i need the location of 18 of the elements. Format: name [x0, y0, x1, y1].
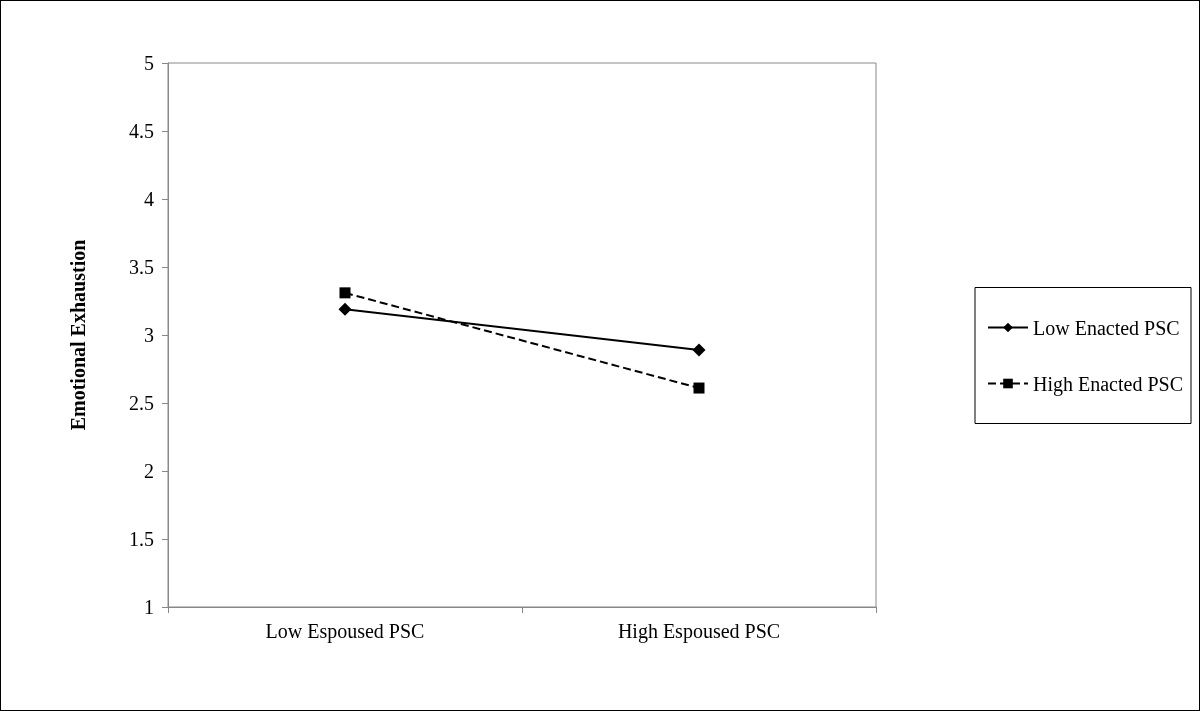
y-tick-label: 1 [144, 596, 154, 618]
y-tick-label: 2.5 [129, 392, 154, 414]
x-tick-label: Low Espoused PSC [265, 620, 425, 643]
point [693, 382, 705, 394]
legend-label: High Enacted PSC [1033, 372, 1184, 396]
y-tick-label: 2 [144, 460, 154, 482]
x-tick-label: High Espoused PSC [617, 620, 781, 643]
y-tick-label: 4.5 [129, 120, 154, 142]
legend-label: Low Enacted PSC [1033, 316, 1180, 339]
point [339, 287, 351, 299]
y-tick-label: 1.5 [129, 528, 154, 550]
y-axis-title: Emotional Exhaustion [67, 239, 89, 431]
y-tick-label: 3.5 [129, 256, 154, 278]
point [692, 343, 706, 357]
y-tick-label: 4 [144, 188, 154, 210]
y-tick-label: 3 [144, 324, 154, 346]
point [338, 302, 352, 316]
y-tick-label: 5 [144, 52, 154, 74]
